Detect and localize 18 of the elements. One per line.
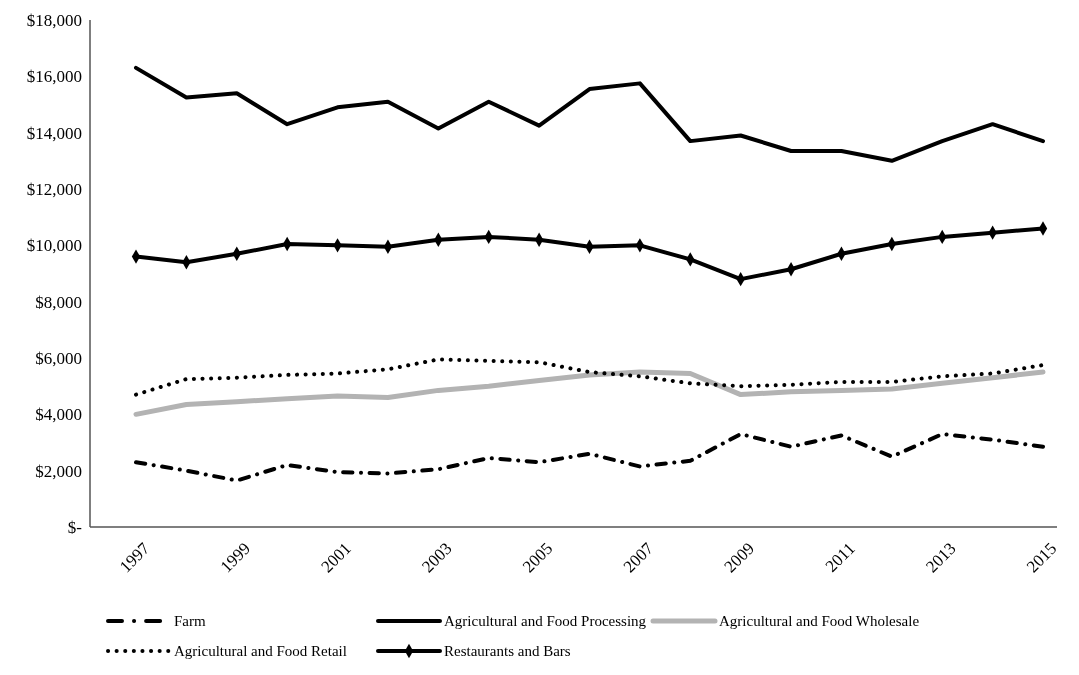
y-tick-label: $16,000 [26,67,82,87]
y-tick-label: $6,000 [35,349,82,368]
legend-label: Agricultural and Food Processing [444,613,647,629]
legend-label: Restaurants and Bars [444,643,571,659]
y-tick-label: $2,000 [35,461,82,481]
y-tick-label: $18,000 [26,11,82,30]
legend-label: Agricultural and Food Wholesale [719,613,920,629]
y-tick-label: $8,000 [35,292,82,312]
y-tick-label: $12,000 [26,180,82,199]
line-series [134,357,1045,397]
y-tick-label: $4,000 [35,405,82,425]
y-tick-label: $10,000 [26,236,82,256]
legend-label: Agricultural and Food Retail [174,643,347,659]
y-tick-label: $14,000 [26,123,82,143]
y-tick-label: $- [67,518,83,537]
legend-label: Farm [174,613,206,629]
line-series [134,432,1045,483]
line-series [134,65,1045,163]
